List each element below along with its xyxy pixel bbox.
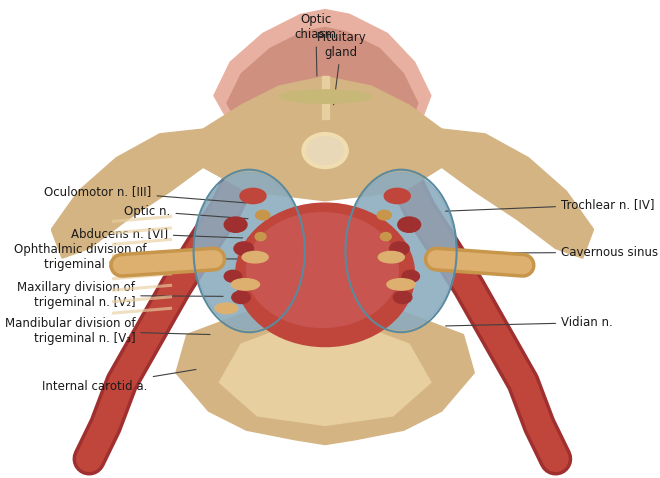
Polygon shape [214, 10, 431, 124]
Ellipse shape [393, 291, 412, 304]
Ellipse shape [255, 233, 266, 241]
Ellipse shape [231, 279, 259, 290]
Text: Sphenoid
sinus: Sphenoid sinus [312, 251, 382, 284]
Bar [322, 76, 329, 119]
Ellipse shape [302, 132, 348, 169]
Text: Optic
chiasm: Optic chiasm [295, 13, 337, 76]
Ellipse shape [234, 242, 253, 255]
Ellipse shape [377, 210, 391, 220]
Ellipse shape [307, 137, 344, 164]
Text: Mandibular division of
trigeminal n. [V₃]: Mandibular division of trigeminal n. [V₃… [5, 317, 210, 345]
Text: Ophthalmic division of
trigeminal n. [V₁]: Ophthalmic division of trigeminal n. [V₁… [14, 243, 240, 271]
Text: Abducens n. [VI]: Abducens n. [VI] [71, 227, 243, 240]
Ellipse shape [384, 188, 411, 204]
Ellipse shape [402, 271, 420, 282]
Text: Internal carotid a.: Internal carotid a. [42, 369, 196, 393]
Ellipse shape [387, 279, 415, 290]
Ellipse shape [232, 291, 250, 304]
Ellipse shape [215, 303, 238, 314]
Text: Trochlear n. [IV]: Trochlear n. [IV] [446, 198, 655, 211]
Ellipse shape [224, 217, 247, 232]
Polygon shape [227, 28, 418, 129]
Ellipse shape [240, 188, 266, 204]
Ellipse shape [255, 210, 270, 220]
Ellipse shape [389, 242, 409, 255]
Ellipse shape [224, 271, 242, 282]
Text: Vidian n.: Vidian n. [446, 316, 612, 329]
Ellipse shape [279, 90, 371, 103]
Ellipse shape [195, 172, 304, 330]
Text: Pituitary
gland: Pituitary gland [317, 31, 366, 105]
Ellipse shape [378, 251, 405, 263]
Text: Optic n.: Optic n. [124, 205, 248, 219]
Text: Cavernous sinus: Cavernous sinus [446, 246, 658, 259]
Text: Maxillary division of
trigeminal n. [V₂]: Maxillary division of trigeminal n. [V₂] [17, 282, 223, 309]
Ellipse shape [246, 213, 399, 327]
Ellipse shape [346, 172, 455, 330]
Polygon shape [442, 129, 593, 258]
Text: Oculomotor n. [III]: Oculomotor n. [III] [44, 185, 246, 203]
Ellipse shape [398, 217, 420, 232]
Ellipse shape [242, 251, 268, 263]
Polygon shape [219, 325, 431, 425]
Polygon shape [176, 296, 475, 445]
Polygon shape [203, 76, 442, 201]
Polygon shape [51, 129, 203, 258]
Ellipse shape [380, 233, 391, 241]
Ellipse shape [236, 203, 414, 347]
